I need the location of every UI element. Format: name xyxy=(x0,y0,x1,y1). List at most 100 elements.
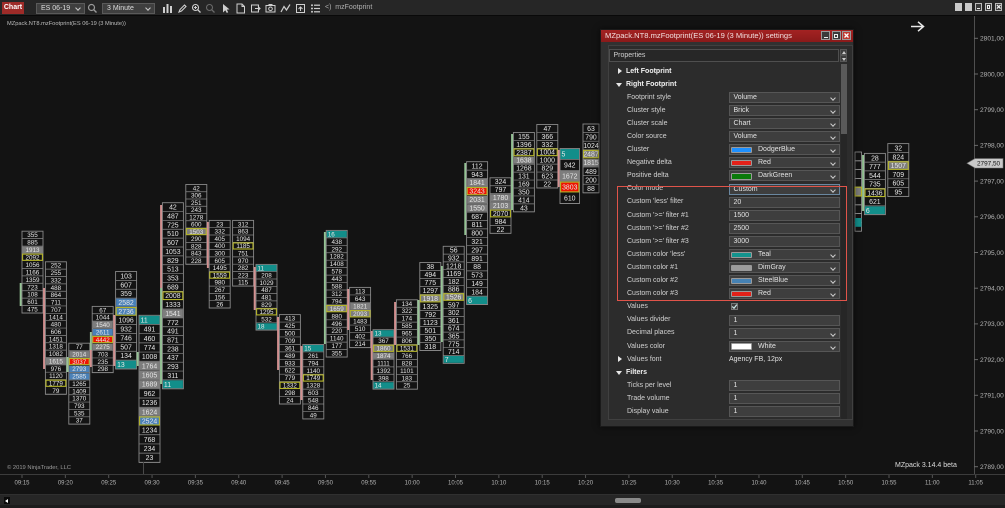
svg-text:177: 177 xyxy=(331,343,342,350)
svg-text:2792,00: 2792,00 xyxy=(980,357,1004,364)
svg-text:794: 794 xyxy=(308,360,319,367)
svg-text:863: 863 xyxy=(238,229,249,236)
svg-text:481: 481 xyxy=(261,295,272,302)
svg-text:510: 510 xyxy=(167,231,179,238)
svg-text:350: 350 xyxy=(518,189,530,196)
svg-text:1370: 1370 xyxy=(72,396,87,403)
svg-text:1101: 1101 xyxy=(400,368,414,375)
svg-text:605: 605 xyxy=(214,258,225,265)
svg-text:2070: 2070 xyxy=(493,211,508,218)
svg-text:501: 501 xyxy=(425,328,437,335)
svg-text:1559: 1559 xyxy=(213,272,228,279)
svg-text:332: 332 xyxy=(214,229,225,236)
svg-text:13: 13 xyxy=(375,331,383,338)
svg-text:1764: 1764 xyxy=(142,363,157,370)
svg-text:1328: 1328 xyxy=(306,383,321,390)
svg-text:11: 11 xyxy=(258,265,265,272)
svg-text:10:45: 10:45 xyxy=(795,481,811,487)
svg-text:© 2019 NinjaTrader, LLC: © 2019 NinjaTrader, LLC xyxy=(7,464,71,471)
svg-text:321: 321 xyxy=(471,239,483,246)
svg-text:208: 208 xyxy=(261,273,272,280)
svg-text:828: 828 xyxy=(191,243,202,250)
svg-text:42: 42 xyxy=(169,205,177,212)
svg-text:332: 332 xyxy=(542,142,554,149)
svg-text:298: 298 xyxy=(285,390,296,397)
svg-text:942: 942 xyxy=(564,162,576,169)
svg-text:1056: 1056 xyxy=(25,262,40,269)
svg-text:1234: 1234 xyxy=(142,428,157,435)
svg-text:1325: 1325 xyxy=(423,304,438,311)
svg-text:350: 350 xyxy=(425,336,437,343)
svg-text:1008: 1008 xyxy=(142,354,157,361)
svg-text:11: 11 xyxy=(164,382,171,389)
svg-text:2797,00: 2797,00 xyxy=(980,178,1004,185)
svg-text:443: 443 xyxy=(331,276,342,283)
svg-text:1483: 1483 xyxy=(353,319,368,326)
svg-text:1531: 1531 xyxy=(400,345,415,352)
svg-text:6: 6 xyxy=(468,298,472,305)
svg-text:252: 252 xyxy=(51,263,62,270)
svg-text:282: 282 xyxy=(238,265,249,272)
svg-text:790: 790 xyxy=(585,134,597,141)
svg-text:494: 494 xyxy=(425,272,437,279)
svg-text:366: 366 xyxy=(542,134,554,141)
svg-text:400: 400 xyxy=(214,243,225,250)
svg-text:355: 355 xyxy=(331,351,342,358)
svg-text:606: 606 xyxy=(51,329,62,336)
svg-text:1094: 1094 xyxy=(236,236,251,243)
svg-text:18: 18 xyxy=(258,324,266,331)
svg-text:623: 623 xyxy=(542,174,554,181)
svg-text:674: 674 xyxy=(448,326,460,333)
svg-text:687: 687 xyxy=(471,214,483,221)
svg-text:25: 25 xyxy=(403,383,411,390)
svg-text:725: 725 xyxy=(167,222,179,229)
svg-text:774: 774 xyxy=(144,345,156,352)
svg-text:09:15: 09:15 xyxy=(14,481,30,487)
svg-text:2794,00: 2794,00 xyxy=(980,286,1004,293)
svg-text:1659: 1659 xyxy=(330,306,345,313)
svg-text:10:40: 10:40 xyxy=(751,481,767,487)
svg-text:500: 500 xyxy=(285,330,296,337)
svg-text:1359: 1359 xyxy=(25,277,40,284)
svg-text:507: 507 xyxy=(120,344,132,351)
svg-text:703: 703 xyxy=(97,352,108,359)
svg-text:09:20: 09:20 xyxy=(58,481,74,487)
svg-text:1860: 1860 xyxy=(376,346,391,353)
svg-text:800: 800 xyxy=(471,231,483,238)
svg-text:332: 332 xyxy=(51,277,62,284)
svg-text:600: 600 xyxy=(191,222,202,229)
svg-text:42: 42 xyxy=(193,185,201,192)
svg-text:405: 405 xyxy=(214,236,225,243)
svg-text:1004: 1004 xyxy=(540,150,555,157)
svg-text:2736: 2736 xyxy=(118,309,133,316)
svg-text:976: 976 xyxy=(51,366,62,373)
svg-text:234: 234 xyxy=(144,446,156,453)
svg-text:16: 16 xyxy=(328,231,336,238)
svg-text:772: 772 xyxy=(167,320,179,327)
svg-text:398: 398 xyxy=(378,375,389,382)
svg-text:10:55: 10:55 xyxy=(881,481,897,487)
svg-text:10:35: 10:35 xyxy=(708,481,724,487)
svg-text:311: 311 xyxy=(167,373,178,380)
svg-text:1541: 1541 xyxy=(165,311,180,318)
svg-text:155: 155 xyxy=(518,134,530,141)
svg-text:312: 312 xyxy=(238,221,249,228)
svg-text:156: 156 xyxy=(214,294,225,301)
svg-text:1140: 1140 xyxy=(330,336,344,343)
svg-text:824: 824 xyxy=(893,154,905,161)
svg-text:1503: 1503 xyxy=(189,229,204,236)
svg-text:489: 489 xyxy=(585,169,597,176)
svg-text:829: 829 xyxy=(261,302,272,309)
svg-text:09:25: 09:25 xyxy=(101,481,117,487)
svg-text:496: 496 xyxy=(331,321,342,328)
svg-text:932: 932 xyxy=(120,327,132,334)
svg-text:1550: 1550 xyxy=(469,205,484,212)
svg-text:10:15: 10:15 xyxy=(535,481,551,487)
svg-text:2387: 2387 xyxy=(516,150,531,157)
svg-text:10:20: 10:20 xyxy=(578,481,594,487)
svg-text:709: 709 xyxy=(285,338,296,345)
svg-text:32: 32 xyxy=(894,145,902,152)
svg-text:1140: 1140 xyxy=(307,368,321,375)
svg-text:828: 828 xyxy=(402,360,413,367)
svg-text:480: 480 xyxy=(51,322,62,329)
